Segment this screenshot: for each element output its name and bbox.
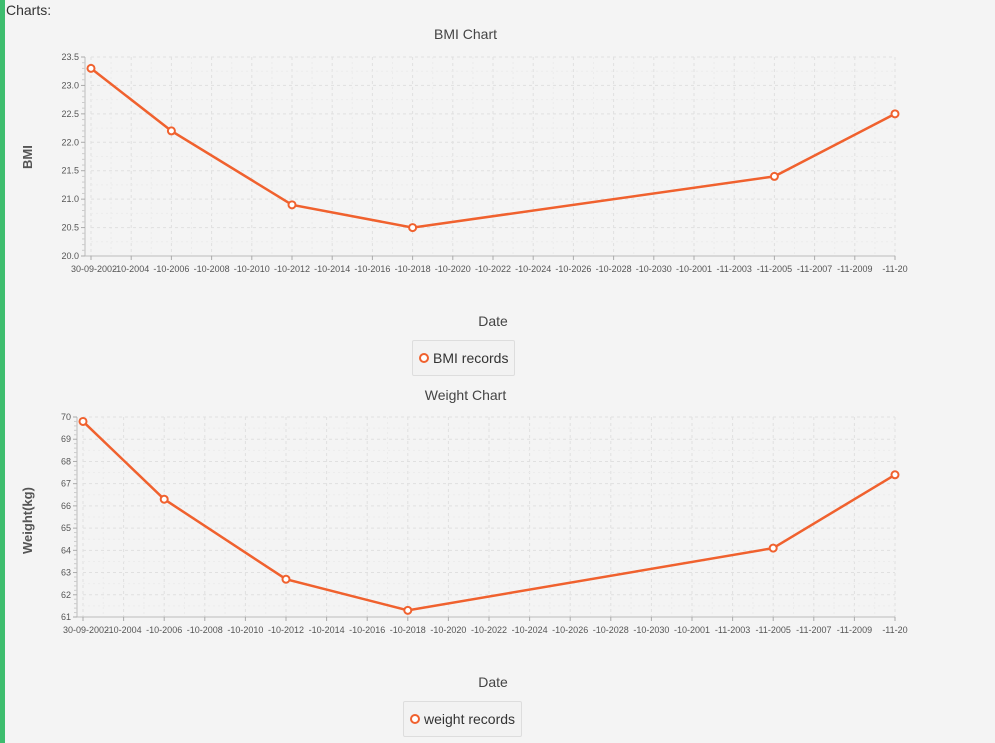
x-tick-label: 30-09-2002 xyxy=(71,264,117,274)
x-tick-label: -10-2030 xyxy=(636,264,672,274)
data-point xyxy=(78,416,88,426)
x-tick-label: -11-2007 xyxy=(796,625,831,635)
y-tick-label: 23.0 xyxy=(61,80,79,90)
x-tick-label: -10-2030 xyxy=(633,625,669,635)
x-tick-label: -10-2004 xyxy=(106,625,142,635)
x-tick-label: -10-2022 xyxy=(475,264,511,274)
x-tick-label: -11-2009 xyxy=(837,625,872,635)
y-tick-label: 20.5 xyxy=(61,223,79,233)
x-tick-label: -11-2005 xyxy=(756,625,791,635)
legend-marker-icon xyxy=(419,353,429,363)
legend-label: weight records xyxy=(424,711,516,727)
y-tick-label: 21.5 xyxy=(61,166,79,176)
x-tick-label: -10-2010 xyxy=(234,264,270,274)
weight-chart: Weight Chart Weight(kg) 61 62 63 64 65 66 67 68… xyxy=(8,383,995,743)
y-tick-label: 68 xyxy=(61,456,71,466)
data-point xyxy=(166,126,176,136)
weight-plot: 61 62 63 64 65 66 67 68 69 70 30-09-2002-10-2004 -1… xyxy=(61,412,908,635)
x-tick-label: -11-20 xyxy=(882,625,907,635)
data-point xyxy=(86,63,96,73)
x-tick-label: -10-2012 xyxy=(274,264,310,274)
x-tick-label: -10-2024 xyxy=(512,625,548,635)
bmi-plot: 20.0 20.5 21.0 21.5 22.0 22.5 23.0 23.5 30-09-20… xyxy=(61,52,907,274)
y-tick-label: 67 xyxy=(61,479,71,489)
data-point xyxy=(890,470,900,480)
data-point xyxy=(403,605,413,615)
x-tick-label: -10-2020 xyxy=(435,264,471,274)
data-point xyxy=(281,574,291,584)
x-axis-label: Date xyxy=(478,674,508,690)
y-tick-label: 64 xyxy=(61,545,71,555)
x-tick-label: -10-2028 xyxy=(596,264,632,274)
series-line xyxy=(90,67,896,229)
chart-legend: BMI records xyxy=(412,340,516,376)
y-tick-label: 20.0 xyxy=(61,251,79,261)
data-point xyxy=(890,109,900,119)
x-tick-label: -10-2006 xyxy=(146,625,182,635)
x-tick-label: -10-2001 xyxy=(674,625,710,635)
x-tick-label: -11-2003 xyxy=(715,625,750,635)
x-tick-label: -10-2008 xyxy=(194,264,230,274)
chart-title: BMI Chart xyxy=(433,26,497,42)
x-tick-label: -10-2014 xyxy=(309,625,345,635)
x-tick-label: -10-2008 xyxy=(187,625,223,635)
y-tick-label: 63 xyxy=(61,568,71,578)
x-tick-label: -11-2007 xyxy=(797,264,832,274)
x-tick-label: -10-2018 xyxy=(390,625,426,635)
y-tick-label: 62 xyxy=(61,590,71,600)
x-tick-label: -10-2014 xyxy=(314,264,350,274)
y-tick-label: 21.0 xyxy=(61,194,79,204)
y-tick-label: 22.5 xyxy=(61,109,79,119)
x-tick-label: -10-2006 xyxy=(153,264,189,274)
data-point xyxy=(769,171,779,181)
x-tick-label: -11-2005 xyxy=(757,264,792,274)
y-tick-label: 69 xyxy=(61,434,71,444)
y-tick-label: 66 xyxy=(61,501,71,511)
legend-marker-icon xyxy=(410,714,420,724)
left-accent-bar xyxy=(0,0,5,743)
x-tick-label: -10-2001 xyxy=(676,264,712,274)
x-axis-label: Date xyxy=(478,313,508,329)
x-tick-label: -11-20 xyxy=(882,264,907,274)
data-point xyxy=(768,543,778,553)
x-tick-label: -10-2020 xyxy=(430,625,466,635)
x-tick-label: -10-2004 xyxy=(113,264,149,274)
bmi-chart: BMI Chart BMI 20.0 20.5 21.0 21.5 22.0 22.5 23… xyxy=(8,22,995,382)
x-tick-label: -10-2016 xyxy=(349,625,385,635)
data-point xyxy=(159,494,169,504)
y-tick-label: 65 xyxy=(61,523,71,533)
y-tick-label: 22.0 xyxy=(61,137,79,147)
section-label: Charts: xyxy=(6,2,52,18)
data-point xyxy=(408,223,418,233)
x-tick-label: -10-2012 xyxy=(268,625,304,635)
x-tick-label: -11-2003 xyxy=(717,264,752,274)
x-tick-label: -10-2024 xyxy=(515,264,551,274)
x-tick-label: -10-2018 xyxy=(395,264,431,274)
x-tick-label: -10-2028 xyxy=(593,625,629,635)
x-tick-label: -10-2026 xyxy=(552,625,588,635)
x-tick-label: -10-2026 xyxy=(555,264,591,274)
chart-title: Weight Chart xyxy=(424,387,507,403)
x-tick-label: -10-2016 xyxy=(354,264,390,274)
chart-legend: weight records xyxy=(403,701,523,737)
y-tick-label: 70 xyxy=(61,412,71,422)
data-point xyxy=(287,200,297,210)
series-line xyxy=(82,420,896,612)
y-tick-label: 23.5 xyxy=(61,52,79,62)
y-tick-label: 61 xyxy=(61,612,71,622)
x-tick-label: -10-2010 xyxy=(227,625,263,635)
legend-label: BMI records xyxy=(433,350,509,366)
x-tick-label: -11-2009 xyxy=(837,264,872,274)
x-tick-label: 30-09-2002 xyxy=(63,625,109,635)
x-tick-label: -10-2022 xyxy=(471,625,507,635)
